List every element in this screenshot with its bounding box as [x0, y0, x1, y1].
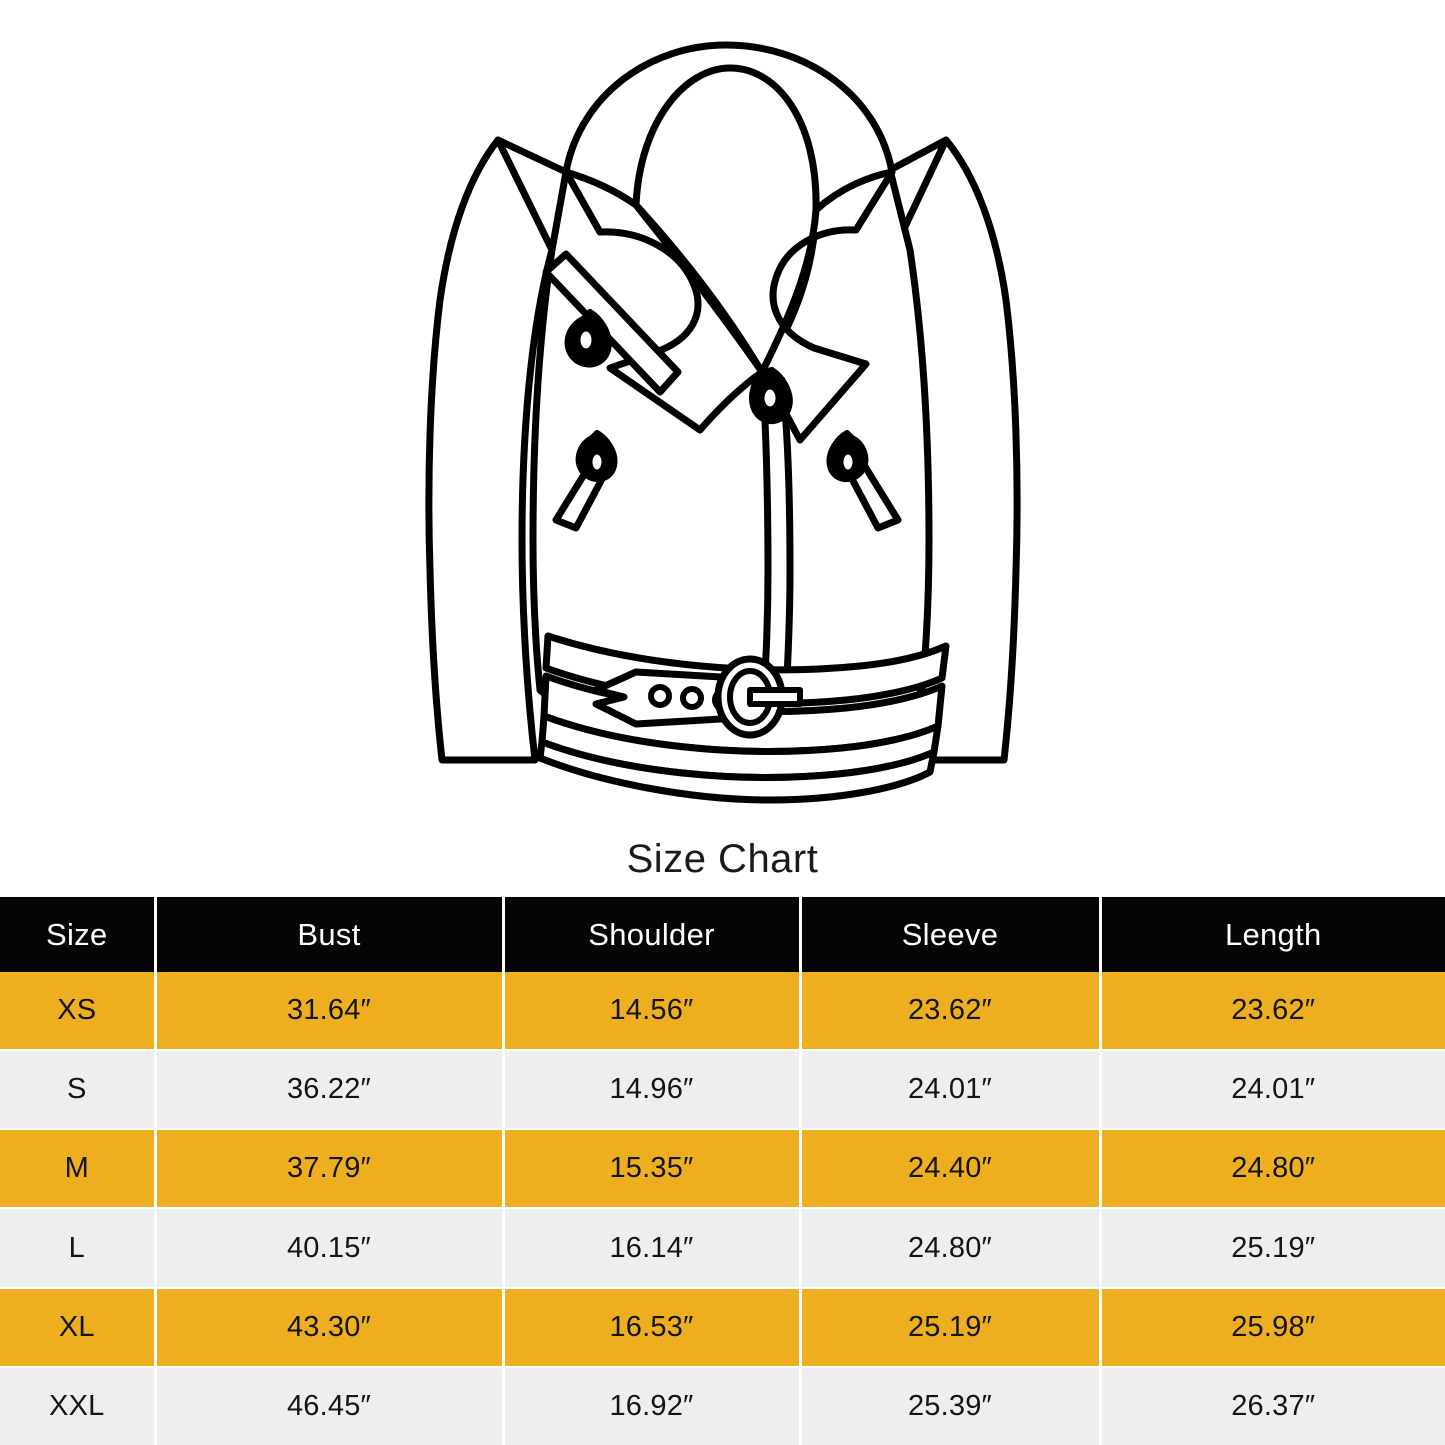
- cell-length: 25.98″: [1098, 1286, 1445, 1368]
- cell-sleeve: 25.19″: [798, 1286, 1102, 1368]
- table-header: Size Bust Shoulder Sleeve Length: [0, 897, 1445, 972]
- cell-bust: 36.22″: [153, 1049, 505, 1131]
- cell-sleeve: 24.80″: [798, 1207, 1102, 1289]
- chart-title-container: Size Chart: [0, 820, 1445, 897]
- cell-size: L: [0, 1207, 157, 1289]
- cell-shoulder: 16.53″: [501, 1286, 802, 1368]
- column-header-size: Size: [0, 897, 157, 972]
- cell-shoulder: 14.56″: [501, 972, 802, 1052]
- belt-eyelet-2: [680, 686, 704, 710]
- cell-bust: 31.64″: [153, 972, 505, 1052]
- front-zipper-pull-hole: [759, 384, 781, 412]
- cell-sleeve: 24.01″: [798, 1049, 1102, 1131]
- cell-size: XL: [0, 1286, 157, 1368]
- cell-shoulder: 14.96″: [501, 1049, 802, 1131]
- cell-size: XS: [0, 972, 157, 1052]
- front-placket-edge: [778, 376, 794, 699]
- cell-bust: 40.15″: [153, 1207, 505, 1289]
- chest-pocket-pull-hole: [575, 326, 597, 354]
- belt-buckle-prong: [747, 687, 803, 707]
- table-row: M 37.79″ 15.35″ 24.40″ 24.80″: [0, 1128, 1445, 1210]
- page-title: Size Chart: [626, 836, 819, 881]
- chest-zip-pocket: [542, 250, 682, 396]
- cell-shoulder: 16.92″: [501, 1365, 802, 1445]
- cell-bust: 37.79″: [153, 1128, 505, 1210]
- table-row: S 36.22″ 14.96″ 24.01″ 24.01″: [0, 1049, 1445, 1131]
- cell-size: XXL: [0, 1365, 157, 1445]
- table-body: XS 31.64″ 14.56″ 23.62″ 23.62″ S 36.22″ …: [0, 972, 1445, 1445]
- cell-bust: 46.45″: [153, 1365, 505, 1445]
- left-pocket-pull-hole: [587, 449, 607, 475]
- column-header-sleeve: Sleeve: [798, 897, 1102, 972]
- hem-band-lower: [536, 738, 938, 804]
- left-sleeve: [425, 136, 556, 764]
- cell-sleeve: 25.39″: [798, 1365, 1102, 1445]
- cell-shoulder: 16.14″: [501, 1207, 802, 1289]
- table-row: XXL 46.45″ 16.92″ 25.39″ 26.37″: [0, 1365, 1445, 1445]
- leather-jacket-line-drawing-svg: [425, 41, 1021, 804]
- cell-bust: 43.30″: [153, 1286, 505, 1368]
- cell-shoulder: 15.35″: [501, 1128, 802, 1210]
- product-illustration: [425, 41, 1021, 804]
- cell-length: 24.01″: [1098, 1049, 1445, 1131]
- cell-length: 23.62″: [1098, 972, 1445, 1052]
- size-chart-table: Size Bust Shoulder Sleeve Length XS 31.6…: [0, 897, 1445, 1445]
- table-row: XL 43.30″ 16.53″ 25.19″ 25.98″: [0, 1286, 1445, 1368]
- table-row: L 40.15″ 16.14″ 24.80″ 25.19″: [0, 1207, 1445, 1289]
- column-header-bust: Bust: [153, 897, 505, 972]
- left-lapel: [562, 168, 766, 434]
- cell-size: M: [0, 1128, 157, 1210]
- right-pocket-pull-hole: [838, 449, 858, 475]
- cell-length: 24.80″: [1098, 1128, 1445, 1210]
- cell-sleeve: 24.40″: [798, 1128, 1102, 1210]
- table-row: XS 31.64″ 14.56″ 23.62″ 23.62″: [0, 972, 1445, 1052]
- belt-eyelet-1: [648, 684, 672, 708]
- column-header-shoulder: Shoulder: [501, 897, 802, 972]
- cell-length: 26.37″: [1098, 1365, 1445, 1445]
- column-header-length: Length: [1098, 897, 1445, 972]
- cell-size: S: [0, 1049, 157, 1131]
- header-row: Size Bust Shoulder Sleeve Length: [0, 897, 1445, 972]
- cell-length: 25.19″: [1098, 1207, 1445, 1289]
- cell-sleeve: 23.62″: [798, 972, 1102, 1052]
